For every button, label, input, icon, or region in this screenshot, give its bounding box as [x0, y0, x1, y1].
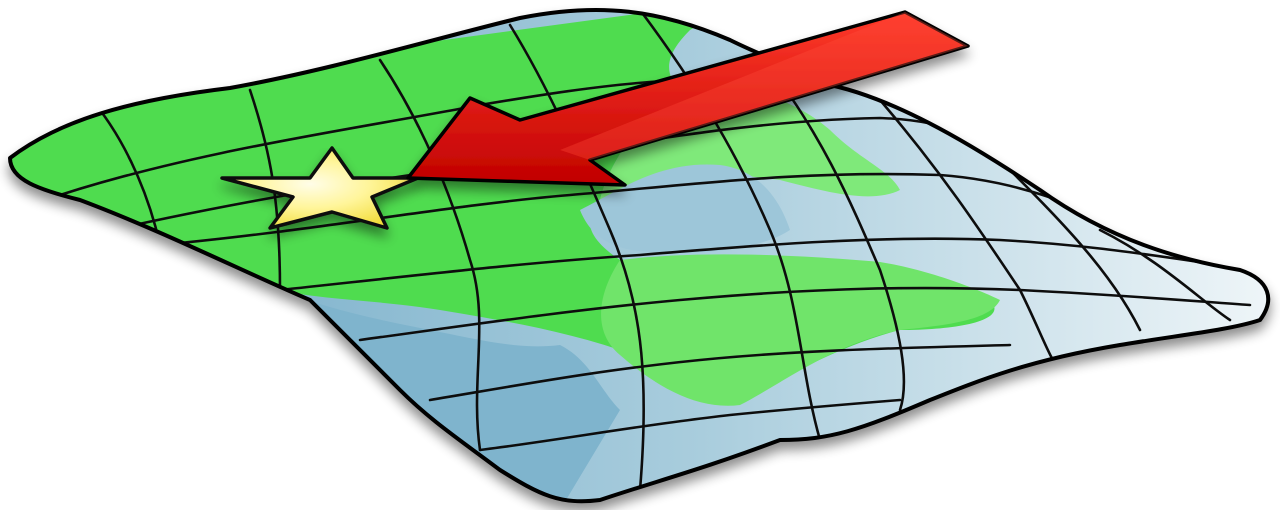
star-icon: [220, 146, 420, 230]
water-lake: [580, 164, 790, 253]
map-grid: [58, 9, 1252, 492]
map-outline: [8, 7, 1271, 504]
land-region-south: [601, 254, 1000, 406]
arrow-icon: [406, 10, 970, 187]
